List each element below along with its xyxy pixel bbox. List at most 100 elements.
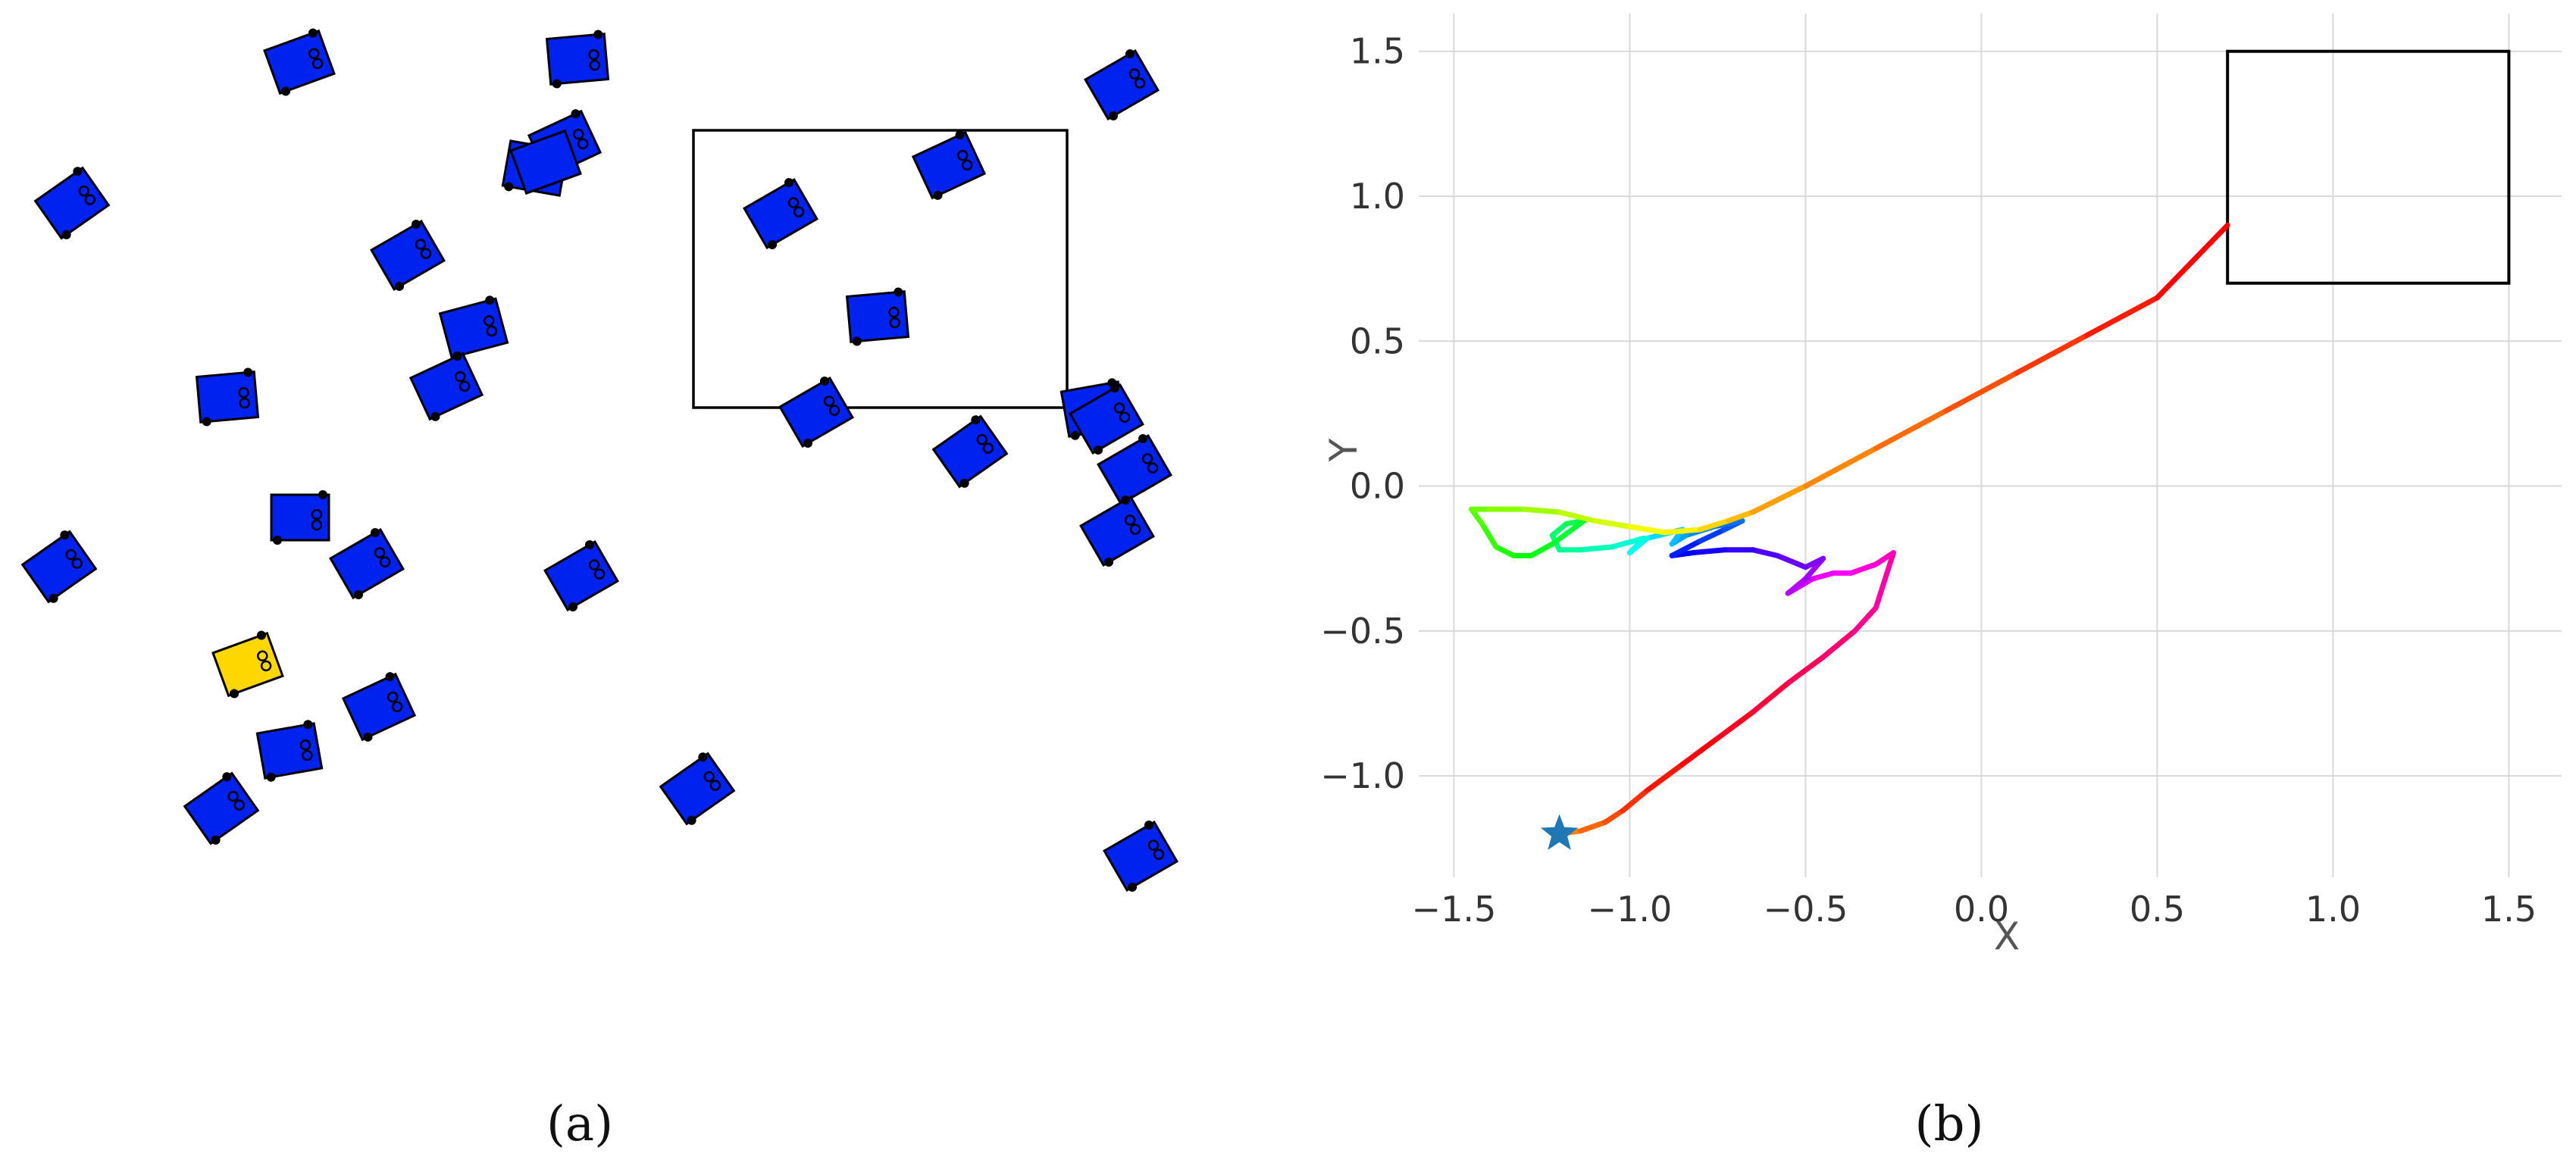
robot-sensor — [71, 558, 83, 569]
trajectory-segment — [1549, 520, 1570, 539]
robot-icon — [1069, 383, 1144, 455]
robot-wheel — [256, 630, 266, 640]
robot-wheel — [1094, 445, 1103, 455]
robot-wheel — [894, 287, 903, 297]
robot-sensor — [238, 386, 249, 399]
robot-icon — [659, 752, 736, 826]
robot-wheel — [584, 540, 594, 550]
robot-wheel — [73, 167, 83, 177]
y-tick-label: −1.0 — [1320, 755, 1405, 796]
robot-sensor — [976, 433, 988, 445]
robot-body — [509, 129, 582, 195]
robot-wheel — [1109, 111, 1119, 120]
trajectory — [1469, 222, 2230, 837]
x-tick-label: −1.0 — [1588, 889, 1673, 930]
robot-wheel — [60, 530, 70, 540]
trajectory-segment — [2084, 295, 2160, 339]
trajectory-segment — [1802, 445, 1879, 489]
robot-body — [1097, 433, 1172, 506]
robot-sensor — [486, 325, 498, 337]
robot-body — [911, 130, 987, 200]
trajectory-segment — [1662, 527, 1703, 536]
robot-wheel — [1144, 821, 1153, 830]
trajectory-segment — [1669, 538, 1703, 558]
trajectory-segment — [1810, 570, 1837, 582]
robot-sensor — [787, 197, 800, 208]
robot-wheel — [61, 230, 71, 239]
robot-wheel — [803, 438, 813, 448]
target-region — [692, 129, 1069, 409]
trajectory-segment — [1873, 408, 1949, 452]
plot-area — [1419, 14, 2562, 877]
robot-body — [1084, 48, 1160, 121]
trajectory-segment — [1626, 524, 1668, 536]
robot-wheel — [395, 281, 405, 291]
trajectory-segment — [1620, 787, 1651, 814]
robot-wheel — [485, 295, 495, 305]
robot-wheel — [768, 239, 778, 249]
robot-wheel — [308, 28, 318, 38]
robot-sensor — [379, 556, 391, 567]
trajectory-segment — [1645, 761, 1686, 793]
robot-icon — [329, 527, 405, 600]
robot-sensor — [593, 568, 606, 580]
robot-icon — [438, 295, 509, 361]
robot-wheel — [1110, 383, 1119, 393]
robot-body — [845, 290, 910, 343]
robot-sensor — [1119, 411, 1131, 423]
robot-body — [1069, 383, 1144, 455]
robot-wheel — [303, 720, 313, 730]
trajectory-segment — [1577, 544, 1615, 553]
trajectory-segment — [1493, 544, 1516, 558]
robot-wheel — [211, 835, 221, 845]
robot-body — [195, 370, 260, 424]
robot-wheel — [385, 672, 395, 682]
robot-wheel — [452, 352, 462, 361]
robot-wheel — [1138, 434, 1147, 444]
robot-icon — [33, 166, 111, 240]
robot-wheel — [273, 536, 282, 545]
robot-wheel — [504, 182, 514, 192]
robot-body — [183, 771, 260, 846]
robot-sensor — [308, 48, 320, 59]
robot-wheel — [552, 79, 562, 89]
robot-icon — [341, 672, 417, 742]
robot-wheel — [819, 377, 829, 386]
robot-wheel — [266, 772, 276, 782]
robot-sensor — [1128, 68, 1141, 80]
robot-body — [341, 672, 417, 742]
robot-wheel — [971, 415, 981, 425]
y-ticks: −1.0 −0.5 0.0 0.5 1.0 1.5 — [1320, 31, 1405, 796]
y-tick-label: −0.5 — [1320, 611, 1405, 652]
x-tick-label: −0.5 — [1764, 889, 1848, 930]
trajectory-segment — [1750, 680, 1791, 715]
robot-sensor — [78, 185, 89, 197]
robot-sensor — [577, 138, 589, 150]
robot-sensor — [888, 306, 900, 318]
panel-a-scene: (a) — [20, 28, 1178, 1152]
robot-wheel — [1125, 49, 1135, 59]
robot-sensor — [454, 370, 466, 383]
trajectory-segment — [2014, 333, 2090, 376]
x-tick-label: 1.5 — [2481, 889, 2537, 930]
robot-sensor — [572, 128, 584, 140]
highlighted-robot-icon — [211, 630, 284, 699]
robot-sensor — [1147, 839, 1160, 851]
robot-body — [659, 752, 736, 826]
trajectory-segment — [1697, 527, 1728, 544]
y-tick-label: 0.5 — [1350, 320, 1405, 361]
robot-sensor — [302, 749, 313, 761]
robot-icon — [263, 28, 336, 96]
robot-wheel — [370, 528, 380, 538]
robot-wheel — [568, 602, 578, 611]
robot-sensor — [257, 650, 268, 661]
robot-icon — [270, 490, 330, 545]
trajectory-segment — [1549, 517, 1587, 547]
robot-sensor — [1141, 453, 1153, 464]
robot-sensor — [420, 248, 432, 259]
robot-icon — [509, 129, 582, 195]
x-tick-label: 0.0 — [1954, 889, 2009, 930]
robot-sensor — [84, 194, 96, 205]
x-axis-label: X — [1994, 914, 2020, 958]
robot-sensor — [1147, 462, 1159, 474]
